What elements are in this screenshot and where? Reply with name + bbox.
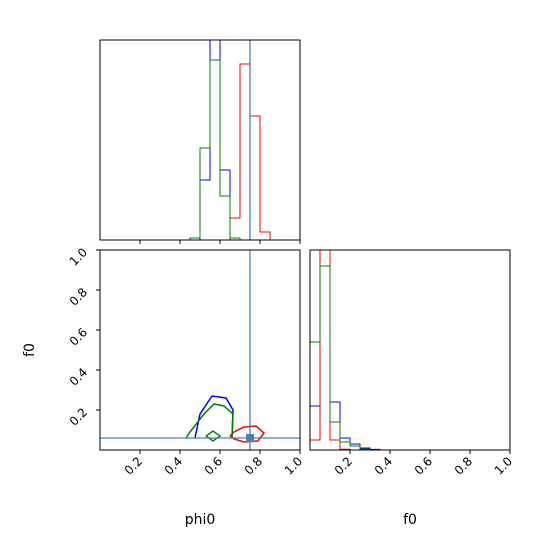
f0-xtick-label-2: 0.6 [412,454,435,477]
phi0-f0-contours [100,250,300,450]
f0-ytick-label-3: 0.8 [67,285,90,308]
f0-axis-label: f0 [403,512,417,528]
truth-marker [246,434,254,442]
f0-y-axis-label: f0 [22,343,38,357]
phi0-xtick-label-1: 0.4 [162,454,185,477]
phi0-xtick-label-3: 0.8 [242,454,265,477]
phi0-xtick-label-0: 0.2 [122,454,145,477]
f0-xtick-label-4: 1.0 [492,454,515,477]
phi0-hist-frame [99,39,301,241]
f0-histogram-series [310,250,381,450]
phi0-histogram-series [189,40,271,240]
phi0-axis-label: phi0 [185,512,216,528]
axis-labels: phi0 f0 f0 [22,343,417,528]
phi0-histogram-panel [99,39,301,244]
f0-hist-frame [309,249,511,451]
f0-ytick-label-2: 0.6 [67,325,90,348]
f0-ytick-label-4: 1.0 [67,245,90,268]
f0-ytick-label-0: 0.2 [67,405,90,428]
f0-xtick-label-0: 0.2 [332,454,355,477]
contour-series-1 [229,425,266,443]
phi0-xtick-label-2: 0.6 [202,454,225,477]
f0-hist-series-2 [310,265,371,450]
f0-xtick-label-3: 0.8 [452,454,475,477]
f0-xtick-label-1: 0.4 [372,454,395,477]
inner-contour-series-2 [205,430,222,442]
contour-series-2 [185,403,234,439]
phi0-f0-2d-panel: 0.2 0.4 0.6 0.8 1.0 0.2 0.4 0.6 0.8 1.0 [67,245,305,477]
phi0-f0-frame [99,249,301,451]
f0-ytick-label-1: 0.4 [67,365,90,388]
f0-histogram-panel: 0.2 0.4 0.6 0.8 1.0 [309,249,515,478]
phi0-hist-series-2 [189,59,241,240]
phi0-xtick-label-4: 1.0 [282,454,305,477]
